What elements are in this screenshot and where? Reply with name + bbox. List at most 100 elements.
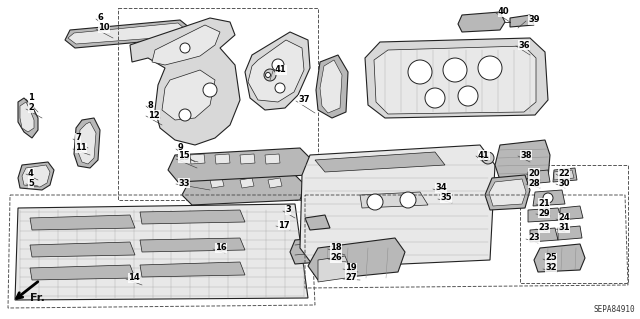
Polygon shape — [316, 55, 348, 118]
Polygon shape — [162, 70, 215, 120]
Polygon shape — [240, 154, 255, 164]
Text: 16: 16 — [215, 243, 227, 253]
Polygon shape — [495, 140, 550, 180]
Text: 24: 24 — [558, 213, 570, 222]
Text: 26: 26 — [330, 254, 342, 263]
Polygon shape — [152, 25, 220, 65]
Polygon shape — [74, 118, 100, 168]
Polygon shape — [374, 46, 536, 114]
Polygon shape — [300, 145, 495, 268]
Polygon shape — [140, 262, 245, 277]
Circle shape — [458, 86, 478, 106]
Circle shape — [408, 60, 432, 84]
Text: 2: 2 — [28, 103, 34, 113]
Circle shape — [203, 83, 217, 97]
Polygon shape — [560, 206, 583, 220]
Text: 17: 17 — [278, 220, 290, 229]
Circle shape — [543, 193, 553, 203]
Circle shape — [272, 59, 284, 71]
Polygon shape — [318, 256, 350, 282]
Text: 22: 22 — [558, 168, 570, 177]
Text: 14: 14 — [128, 273, 140, 283]
Text: 28: 28 — [528, 179, 540, 188]
Text: 15: 15 — [178, 151, 189, 160]
Text: 10: 10 — [98, 24, 109, 33]
Polygon shape — [30, 215, 135, 230]
Polygon shape — [558, 226, 582, 240]
Text: 1: 1 — [28, 93, 34, 102]
Circle shape — [180, 43, 190, 53]
Text: 34: 34 — [435, 183, 447, 192]
Circle shape — [425, 88, 445, 108]
Circle shape — [483, 155, 488, 160]
Polygon shape — [533, 190, 565, 206]
Polygon shape — [268, 178, 282, 188]
Polygon shape — [290, 238, 325, 264]
Text: 37: 37 — [298, 95, 310, 105]
Text: 23: 23 — [538, 224, 550, 233]
Text: 3: 3 — [285, 205, 291, 214]
Circle shape — [275, 83, 285, 93]
Polygon shape — [365, 38, 548, 118]
Text: 32: 32 — [545, 263, 557, 272]
Text: 40: 40 — [498, 8, 509, 17]
Polygon shape — [360, 192, 428, 208]
Polygon shape — [245, 32, 310, 110]
Text: 19: 19 — [345, 263, 356, 272]
Text: 13: 13 — [178, 153, 189, 162]
Circle shape — [443, 58, 467, 82]
Polygon shape — [510, 15, 534, 27]
Text: 23: 23 — [528, 234, 540, 242]
Polygon shape — [215, 154, 230, 164]
Polygon shape — [485, 175, 530, 210]
Polygon shape — [22, 165, 50, 187]
Circle shape — [264, 69, 276, 81]
Text: 39: 39 — [528, 16, 540, 25]
Polygon shape — [30, 242, 135, 257]
Polygon shape — [168, 148, 312, 182]
Text: 21: 21 — [538, 198, 550, 207]
Polygon shape — [554, 170, 574, 180]
Text: 6: 6 — [98, 13, 104, 23]
Text: 31: 31 — [558, 224, 570, 233]
Text: 36: 36 — [518, 41, 530, 49]
Text: 4: 4 — [28, 168, 34, 177]
Text: 8: 8 — [148, 100, 154, 109]
Polygon shape — [305, 215, 330, 230]
Polygon shape — [140, 210, 245, 224]
Circle shape — [478, 56, 502, 80]
Polygon shape — [15, 204, 308, 300]
Text: 30: 30 — [558, 179, 570, 188]
Polygon shape — [265, 154, 280, 164]
Polygon shape — [140, 238, 245, 252]
Polygon shape — [68, 23, 186, 44]
Polygon shape — [240, 178, 254, 188]
Text: 25: 25 — [545, 254, 557, 263]
Text: 18: 18 — [330, 243, 342, 253]
Polygon shape — [78, 122, 96, 164]
Text: Fr.: Fr. — [30, 293, 45, 303]
Text: 20: 20 — [528, 168, 540, 177]
Text: 7: 7 — [75, 133, 81, 143]
Polygon shape — [182, 175, 305, 205]
Polygon shape — [248, 40, 304, 102]
Polygon shape — [320, 60, 342, 113]
Polygon shape — [534, 244, 585, 272]
Text: 29: 29 — [538, 209, 550, 218]
Polygon shape — [528, 208, 562, 222]
Text: 41: 41 — [478, 151, 490, 160]
Polygon shape — [30, 265, 135, 280]
Polygon shape — [130, 18, 240, 145]
Polygon shape — [18, 162, 54, 190]
Text: 11: 11 — [75, 144, 87, 152]
Polygon shape — [553, 168, 577, 182]
Polygon shape — [190, 154, 205, 164]
Circle shape — [482, 152, 494, 164]
Polygon shape — [528, 170, 550, 184]
Polygon shape — [530, 228, 558, 242]
Circle shape — [266, 72, 271, 78]
Circle shape — [367, 194, 383, 210]
Polygon shape — [20, 102, 34, 132]
Circle shape — [400, 192, 416, 208]
Circle shape — [179, 109, 191, 121]
